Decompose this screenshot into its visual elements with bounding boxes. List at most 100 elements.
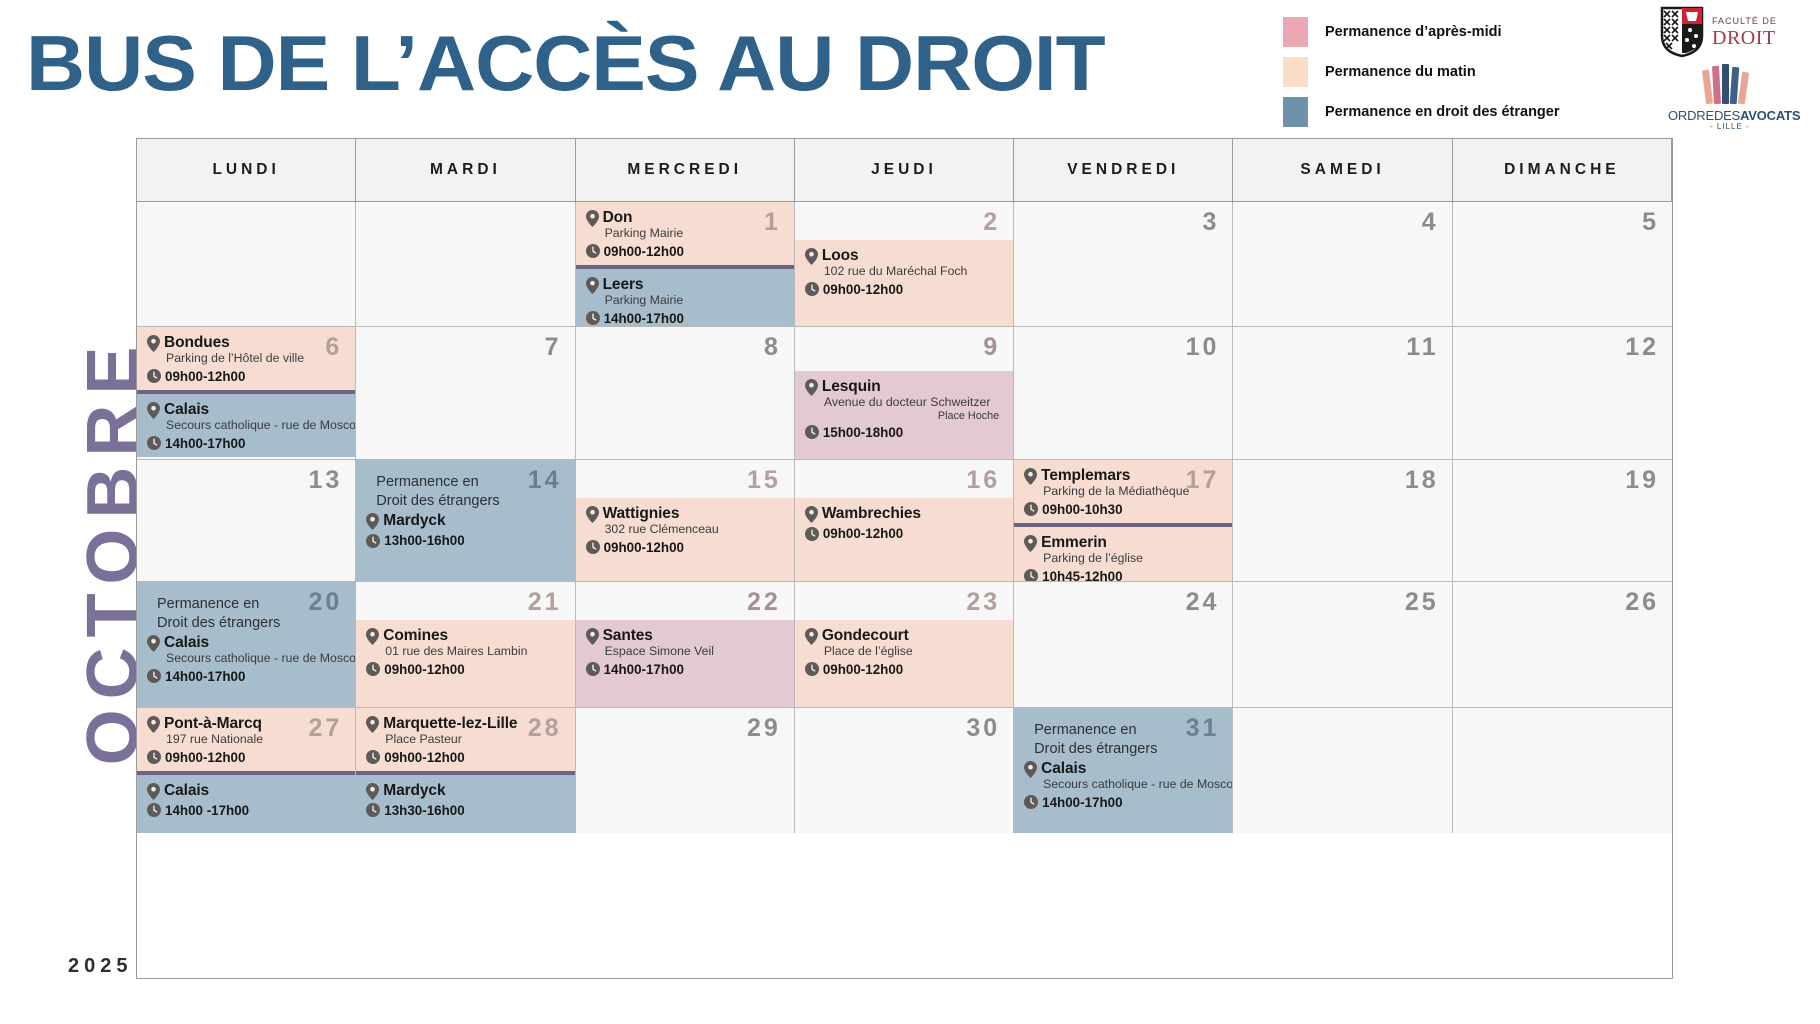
day-number: 5 xyxy=(1642,208,1659,236)
calendar-day-cell[interactable]: 22 Santes Espace Simone Veil 14h00-17h00 xyxy=(575,582,795,708)
event-city: Santes xyxy=(602,627,653,644)
calendar-day-cell[interactable]: 12 xyxy=(1452,327,1672,460)
calendar-day-cell[interactable]: 13 xyxy=(137,460,357,582)
event-time: 14h00-17h00 xyxy=(603,310,684,326)
calendar-day-cell[interactable]: 18 xyxy=(1233,460,1453,582)
calendar-event[interactable]: Santes Espace Simone Veil 14h00-17h00 xyxy=(575,620,794,707)
clock-icon xyxy=(366,750,381,765)
calendar-event[interactable]: Comines 01 rue des Maires Lambin 09h00-12h… xyxy=(356,620,575,707)
calendar-event[interactable]: Leers Parking Mairie 14h00-17h00 xyxy=(575,264,794,326)
calendar-event[interactable]: Mardyck 13h30-16h00 xyxy=(356,770,575,833)
calendar-event[interactable]: Marquette-lez-Lille Place Pasteur 09h00-12… xyxy=(356,708,575,771)
weekday-header-lundi: LUNDI xyxy=(137,139,357,202)
calendar-day-cell[interactable]: 14 Permanence en Droit des étrangers Mardy… xyxy=(356,460,576,582)
day-number: 19 xyxy=(1625,466,1659,494)
event-address: Parking Mairie xyxy=(604,292,684,307)
calendar-day-cell[interactable]: 10 xyxy=(1014,327,1234,460)
day-number: 11 xyxy=(1406,333,1439,361)
event-time: 13h00-16h00 xyxy=(384,533,465,549)
calendar-day-cell[interactable]: 11 xyxy=(1233,327,1453,460)
cell-bottom-spacer xyxy=(137,456,356,459)
calendar-event[interactable]: Wambrechies 09h00-12h00 xyxy=(794,498,1014,581)
calendar-day-cell[interactable]: 16 Wambrechies 09h00-12h00 xyxy=(794,460,1015,582)
calendar-event[interactable]: Templemars Parking de la Médiathèque 09h00… xyxy=(1014,460,1233,523)
lille-label: - LILLE - xyxy=(1710,122,1750,131)
event-time-row: 09h00-12h00 xyxy=(585,540,784,555)
calendar-day-cell[interactable]: 28 Marquette-lez-Lille Place Pasteur 09h00-… xyxy=(356,708,576,833)
calendar-day-cell[interactable]: 26 xyxy=(1452,582,1672,708)
calendar-day-cell[interactable]: 19 xyxy=(1452,460,1672,582)
calendar-day-cell[interactable] xyxy=(1452,708,1672,833)
clock-icon xyxy=(366,662,381,677)
legend: Permanence d’après-midi Permanence du ma… xyxy=(1283,12,1623,132)
event-permanence-title: Permanence en Droit des étrangers xyxy=(376,474,500,509)
calendar-day-cell[interactable]: 6 Bondues Parking de l’Hôtel de ville 09h00… xyxy=(137,327,357,460)
calendar-day-cell[interactable]: 30 xyxy=(794,708,1015,833)
calendar-day-cell[interactable]: 5 xyxy=(1452,202,1672,327)
clock-icon xyxy=(366,533,381,548)
event-time: 09h00-12h00 xyxy=(822,281,904,297)
clock-icon xyxy=(147,369,161,384)
event-time: 15h00-18h00 xyxy=(822,424,904,440)
legend-swatch-etranger xyxy=(1283,97,1308,127)
event-time: 13h30-16h00 xyxy=(384,802,465,818)
calendar-day-cell[interactable] xyxy=(356,202,576,327)
calendar-event[interactable]: Permanence en Droit des étrangers Calais S… xyxy=(1014,708,1233,833)
calendar-day-cell[interactable]: 20 Permanence en Droit des étrangers Calai… xyxy=(137,582,357,708)
calendar-event[interactable]: Permanence en Droit des étrangers Calais S… xyxy=(137,582,357,707)
calendar-day-cell[interactable]: 27 Pont-à-Marcq 197 rue Nationale 09h00-12h… xyxy=(137,708,357,833)
calendar-event[interactable]: Pont-à-Marcq 197 rue Nationale 09h00-12h00 xyxy=(137,708,356,771)
calendar-day-cell[interactable] xyxy=(1233,708,1453,833)
calendar-event[interactable]: Wattignies 302 rue Clémenceau 09h00-12h00 xyxy=(575,498,794,581)
calendar-event[interactable]: Loos 102 rue du Maréchal Foch 09h00-12h00 xyxy=(794,240,1014,326)
calendar-event[interactable]: Lesquin Avenue du docteur Schweitzer Place… xyxy=(794,371,1014,459)
calendar-day-cell[interactable]: 29 xyxy=(575,708,795,833)
calendar-day-cell[interactable]: 25 xyxy=(1233,582,1453,708)
calendar-event[interactable]: Emmerin Parking de l’église 10h45-12h00 xyxy=(1014,522,1233,581)
ordre-des-avocats-lille-logo: ORDREDESAVOCATS - LILLE - xyxy=(1660,64,1810,134)
event-city: Wambrechies xyxy=(821,505,921,522)
location-pin-icon xyxy=(804,628,818,645)
month-sidebar: OCTOBRE 2025 xyxy=(48,180,153,980)
calendar-day-cell[interactable]: 24 xyxy=(1014,582,1234,708)
calendar-event[interactable]: Bondues Parking de l’Hôtel de ville 09h00-… xyxy=(137,327,356,390)
clock-icon xyxy=(1024,795,1039,810)
calendar-day-cell[interactable]: 23 Gondecourt Place de l’église 09h00-12h00 xyxy=(794,582,1015,708)
calendar-day-cell[interactable]: 2 Loos 102 rue du Maréchal Foch 09h00-12h00 xyxy=(794,202,1015,327)
calendar-event[interactable]: Don Parking Mairie 09h00-12h00 xyxy=(575,202,794,265)
calendar-day-cell[interactable]: 9 Lesquin Avenue du docteur Schweitzer Plac… xyxy=(794,327,1015,460)
event-city: Lesquin xyxy=(821,378,881,395)
calendar-day-cell[interactable]: 17 Templemars Parking de la Médiathèque 09h… xyxy=(1014,460,1234,582)
calendar-day-cell[interactable] xyxy=(137,202,357,327)
event-time-row: 15h00-18h00 xyxy=(804,424,1003,440)
calendar-day-cell[interactable]: 7 xyxy=(356,327,576,460)
location-pin-icon xyxy=(147,716,160,733)
cell-top-spacer xyxy=(356,582,575,620)
day-number: 4 xyxy=(1421,208,1439,236)
calendar-event[interactable]: Gondecourt Place de l’église 09h00-12h00 xyxy=(794,620,1014,707)
event-location-row: Pont-à-Marcq xyxy=(147,715,345,733)
calendar-event[interactable]: Calais Secours catholique - rue de Moscou… xyxy=(137,389,356,457)
day-number: 8 xyxy=(763,333,781,361)
ordre-des-avocats-label: ORDREDESAVOCATS xyxy=(1668,108,1801,123)
clock-icon xyxy=(1024,569,1039,581)
calendar-event[interactable]: Calais 14h00 -17h00 xyxy=(137,770,356,833)
event-location-row: Bondues xyxy=(147,334,345,352)
calendar-day-cell[interactable]: 21 Comines 01 rue des Maires Lambin 09h00-1… xyxy=(356,582,576,708)
event-address: Secours catholique - rue de Moscou xyxy=(166,651,357,666)
event-city: Wattignies xyxy=(602,505,680,522)
logos-group: FACULTÉ DE DROIT ORDREDESAVOCATS - LILLE… xyxy=(1660,6,1810,131)
event-city: Comines xyxy=(383,627,449,644)
calendar-day-cell[interactable]: 4 xyxy=(1233,202,1453,327)
event-time-row: 14h00-17h00 xyxy=(1024,795,1222,810)
location-pin-icon xyxy=(366,782,380,800)
calendar-day-cell[interactable]: 1 Don Parking Mairie 09h00-12h00 Leers Parkin… xyxy=(575,202,795,327)
location-pin-icon xyxy=(804,248,818,265)
calendar-day-cell[interactable]: 31 Permanence en Droit des étrangers Calai… xyxy=(1014,708,1234,833)
calendar-day-cell[interactable]: 3 xyxy=(1014,202,1234,327)
calendar-day-cell[interactable]: 8 xyxy=(575,327,795,460)
calendar-event[interactable]: Permanence en Droit des étrangers Mardyck… xyxy=(356,460,575,581)
calendar-day-cell[interactable]: 15 Wattignies 302 rue Clémenceau 09h00-12h0… xyxy=(575,460,795,582)
event-permanence-title: Permanence en Droit des étrangers xyxy=(157,596,281,631)
day-number: 13 xyxy=(308,466,343,494)
